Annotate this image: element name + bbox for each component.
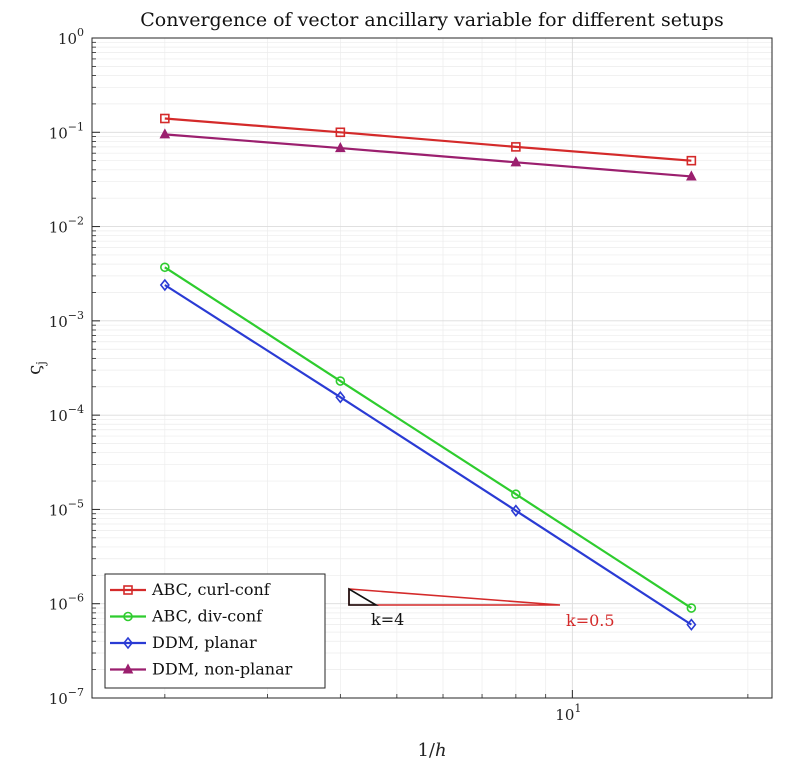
slope-label-k05: k=0.5 <box>566 611 615 630</box>
series-line <box>164 133 692 178</box>
data-point <box>510 504 521 517</box>
legend-items: ABC, curl-conf ABC, div-conf DDM, planar DD… <box>110 580 293 679</box>
legend-label: DDM, non-planar <box>152 660 293 679</box>
plot-frame <box>91 37 773 699</box>
y-tick-label: 10−5 <box>49 497 84 519</box>
y-tick-label: 10−2 <box>49 215 84 237</box>
slope-triangles: k=4 k=0.5 <box>348 587 615 630</box>
chart-title: Convergence of vector ancillary variable… <box>140 9 723 31</box>
series-1 <box>160 262 697 613</box>
data-point <box>511 489 521 500</box>
y-tick-label: 10−7 <box>49 686 84 708</box>
data-point <box>159 278 170 292</box>
data-point <box>511 142 521 152</box>
data-point <box>159 128 171 139</box>
x-axis-label: 1/h <box>417 740 446 761</box>
data-point <box>335 127 346 138</box>
y-tick-labels: 100 10−1 10−2 10−3 10−4 10−5 10−6 10−7 <box>49 26 84 708</box>
series-0 <box>160 113 697 166</box>
data-point <box>335 390 346 404</box>
legend-marker <box>123 611 133 622</box>
data-point <box>510 156 522 167</box>
y-tick-label: 10−3 <box>49 309 84 331</box>
legend-label: ABC, curl-conf <box>151 580 271 599</box>
series-3 <box>159 128 697 181</box>
x-tick-labels: 101 <box>555 702 581 724</box>
y-tick-label: 100 <box>58 26 84 48</box>
x-tick-label: 101 <box>555 702 581 724</box>
data-point <box>686 603 697 613</box>
series-line <box>164 117 692 162</box>
data-point <box>160 113 170 124</box>
data-point <box>160 262 170 273</box>
y-tick-label: 10−1 <box>49 120 84 142</box>
data-point <box>686 170 697 181</box>
legend-marker <box>122 636 134 650</box>
series-line <box>164 284 692 626</box>
axis-ticks <box>92 37 749 699</box>
series-line <box>164 266 692 609</box>
data-point <box>686 155 697 166</box>
legend: ABC, curl-conf ABC, div-conf DDM, planar DD… <box>104 573 326 689</box>
legend-marker <box>123 585 133 595</box>
legend-label: DDM, planar <box>152 633 257 652</box>
data-point <box>686 618 697 631</box>
legend-marker <box>122 663 134 674</box>
series-2 <box>159 278 697 631</box>
y-axis-label: ςj <box>24 361 48 375</box>
data-point <box>335 142 346 153</box>
series-layer <box>159 113 697 631</box>
legend-label: ABC, div-conf <box>151 607 263 626</box>
y-tick-label: 10−6 <box>49 592 84 614</box>
slope-triangle-k4 <box>348 587 379 606</box>
data-point <box>335 376 346 386</box>
y-tick-label: 10−4 <box>49 403 84 425</box>
slope-label-k4: k=4 <box>371 610 404 629</box>
